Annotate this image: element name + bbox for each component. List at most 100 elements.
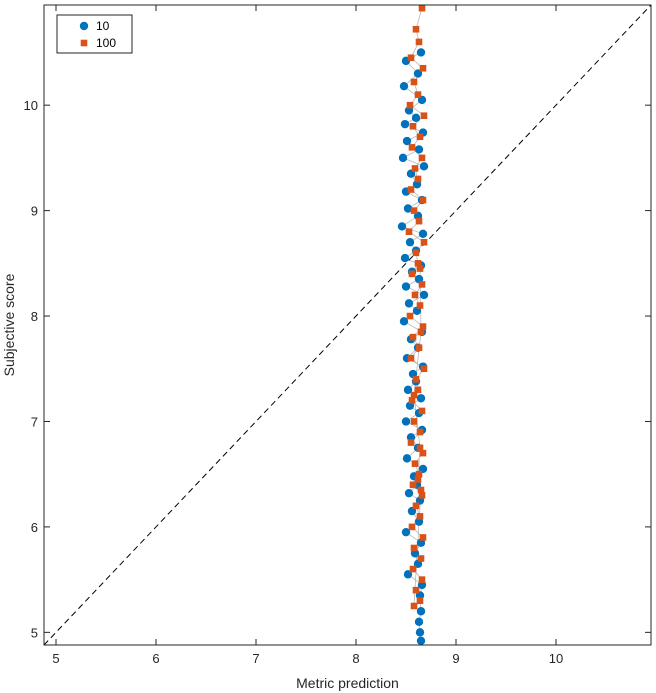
- data-point-series-100: [417, 328, 425, 336]
- data-point-series-100: [410, 418, 418, 425]
- legend-marker-series-100: [80, 39, 88, 47]
- data-point-series-100: [416, 513, 424, 520]
- data-point-series-100: [407, 354, 415, 362]
- data-point-series-100: [418, 407, 426, 415]
- x-tick-label: 9: [452, 651, 459, 666]
- data-point-series-100: [412, 502, 420, 510]
- data-point-series-10: [403, 385, 413, 395]
- data-point-series-100: [419, 64, 427, 72]
- data-point-series-10: [401, 527, 411, 537]
- data-point-series-100: [416, 597, 424, 605]
- data-point-series-10: [402, 454, 412, 463]
- x-axis-ticks: 5 6 7 8 9 10: [52, 5, 563, 666]
- data-point-series-100: [412, 375, 420, 383]
- data-point-series-100: [416, 428, 424, 436]
- x-tick-label: 8: [352, 651, 359, 666]
- data-point-series-100: [416, 265, 424, 272]
- data-point-series-10: [405, 238, 415, 247]
- data-point-series-100: [416, 133, 424, 141]
- data-point-series-100: [417, 555, 425, 562]
- data-point-series-100: [414, 175, 422, 183]
- data-point-series-100: [414, 91, 422, 98]
- data-point-series-100: [412, 25, 420, 33]
- y-tick-label: 8: [31, 309, 38, 324]
- data-point-series-100: [407, 186, 415, 193]
- data-point-series-100: [419, 534, 427, 541]
- data-point-series-100: [410, 78, 418, 86]
- data-point-series-100: [412, 586, 420, 594]
- x-tick-label: 7: [252, 651, 259, 666]
- data-point-series-100: [417, 486, 425, 494]
- data-point-series-10: [400, 119, 410, 129]
- data-point-series-100: [406, 101, 414, 109]
- data-point-series-10: [416, 607, 426, 616]
- data-point-series-100: [409, 565, 417, 573]
- data-point-series-100: [407, 54, 415, 62]
- data-point-series-100: [414, 476, 422, 483]
- data-point-series-100: [409, 333, 417, 341]
- data-point-series-100: [410, 391, 418, 399]
- data-point-series-10: [419, 162, 429, 171]
- y-tick-label: 7: [31, 414, 38, 429]
- reference-line-y-equals-x: [43, 4, 652, 646]
- data-point-series-100: [409, 481, 417, 489]
- data-point-series-100: [419, 449, 427, 457]
- axes-box: [43, 4, 652, 646]
- data-point-series-10: [398, 153, 408, 163]
- data-point-series-10: [403, 204, 413, 213]
- x-tick-label: 5: [52, 651, 59, 666]
- data-point-series-100: [419, 196, 427, 204]
- data-point-series-100: [411, 460, 419, 467]
- data-point-series-100: [418, 4, 426, 12]
- data-point-series-100: [420, 238, 428, 246]
- data-point-series-10: [416, 48, 426, 57]
- data-point-series-100: [415, 344, 423, 351]
- data-point-series-100: [416, 302, 424, 309]
- data-point-series-100: [416, 444, 424, 452]
- legend-box: [56, 14, 133, 54]
- data-point-series-10: [415, 628, 425, 637]
- data-point-series-10: [402, 136, 412, 146]
- data-point-series-100: [418, 281, 426, 288]
- data-point-series-10: [399, 81, 409, 91]
- data-point-series-100: [405, 228, 413, 235]
- data-point-series-10: [404, 299, 414, 308]
- data-point-series-100: [412, 249, 420, 257]
- data-point-series-10: [411, 113, 421, 123]
- x-axis-label: Metric prediction: [296, 675, 399, 691]
- data-point-series-10: [404, 488, 414, 498]
- data-point-series-100: [408, 270, 416, 278]
- data-point-series-100: [411, 165, 419, 172]
- y-tick-label: 10: [24, 98, 38, 113]
- data-point-series-10: [414, 145, 424, 154]
- data-point-series-10: [397, 222, 407, 231]
- data-point-series-100: [415, 217, 423, 225]
- data-point-series-100: [408, 397, 416, 404]
- data-point-series-100: [411, 291, 419, 299]
- x-tick-label: 10: [549, 651, 563, 666]
- data-point-series-10: [419, 290, 429, 300]
- data-point-series-10: [418, 229, 428, 238]
- y-tick-label: 9: [31, 204, 38, 219]
- data-point-series-100: [406, 312, 414, 320]
- data-point-series-100: [419, 323, 427, 330]
- data-point-series-100: [410, 544, 418, 552]
- legend-label-series-10: 10: [96, 19, 110, 33]
- data-point-series-10: [414, 617, 424, 627]
- y-tick-label: 6: [31, 520, 38, 535]
- data-point-series-100: [420, 365, 428, 373]
- data-point-series-10: [416, 636, 426, 645]
- data-point-series-10: [416, 394, 426, 403]
- x-tick-label: 6: [152, 651, 159, 666]
- data-point-series-100: [409, 122, 417, 130]
- data-points: [397, 4, 429, 645]
- data-point-series-10: [401, 417, 411, 426]
- data-point-series-100: [414, 386, 422, 394]
- data-point-series-100: [410, 602, 418, 610]
- data-point-series-100: [418, 491, 426, 499]
- data-point-series-100: [415, 470, 423, 478]
- data-point-series-10: [401, 282, 411, 291]
- data-point-series-100: [407, 439, 415, 446]
